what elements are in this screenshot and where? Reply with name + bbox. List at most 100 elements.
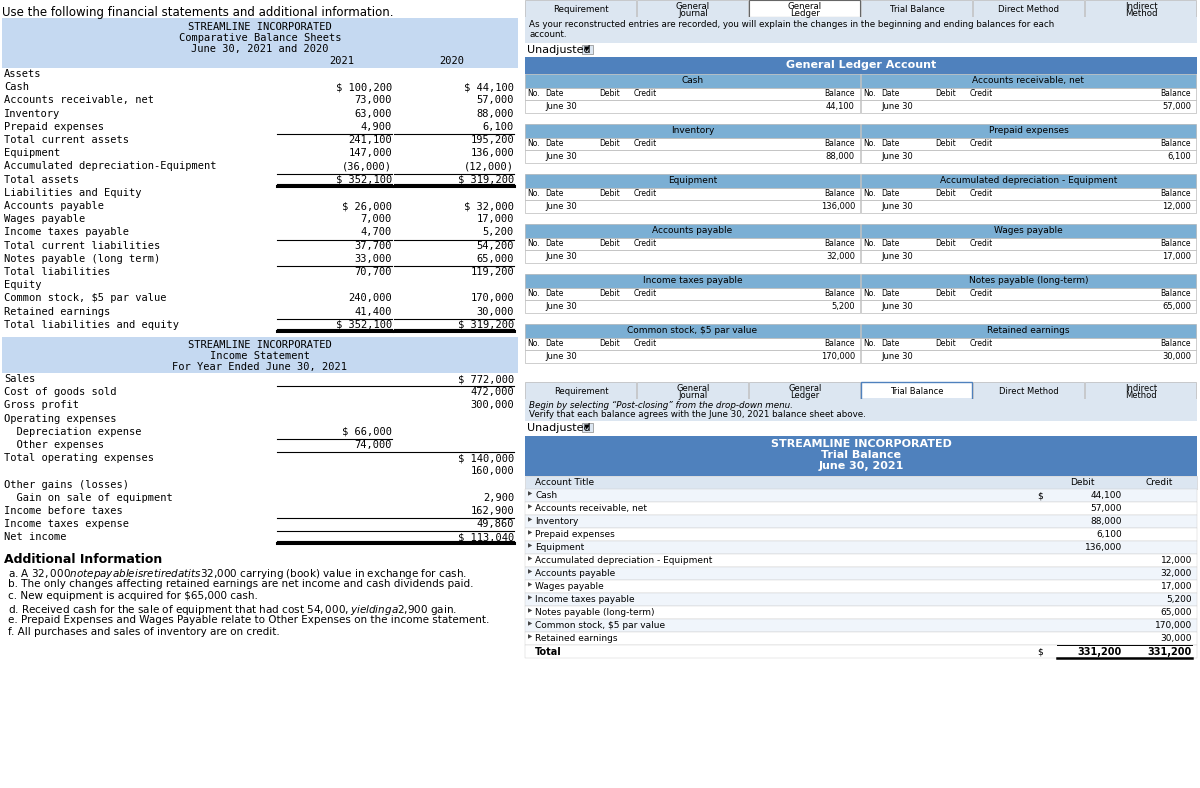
Text: June 30, 2021 and 2020: June 30, 2021 and 2020 xyxy=(191,44,329,54)
Bar xyxy=(526,288,860,300)
Text: $ 140,000: $ 140,000 xyxy=(457,453,514,463)
Text: Debit: Debit xyxy=(936,189,956,198)
Text: Notes payable (long-term): Notes payable (long-term) xyxy=(968,276,1088,285)
Bar xyxy=(862,100,1196,113)
Text: Debit: Debit xyxy=(600,289,620,298)
Text: Notes payable (long term): Notes payable (long term) xyxy=(4,254,161,264)
Text: No.: No. xyxy=(527,189,540,198)
Text: Balance: Balance xyxy=(824,289,854,298)
Text: Balance: Balance xyxy=(824,189,854,198)
Text: 17,000: 17,000 xyxy=(476,214,514,225)
Bar xyxy=(862,238,1196,250)
Text: Accounts receivable, net: Accounts receivable, net xyxy=(972,76,1085,85)
Text: No.: No. xyxy=(863,339,876,348)
Text: June 30: June 30 xyxy=(545,302,577,311)
Text: Other expenses: Other expenses xyxy=(4,440,104,450)
Text: Accounts payable: Accounts payable xyxy=(535,569,616,578)
Text: Journal: Journal xyxy=(678,9,708,18)
Text: 88,000: 88,000 xyxy=(826,152,854,161)
Bar xyxy=(862,300,1196,313)
Text: No.: No. xyxy=(863,239,876,248)
Text: Indirect: Indirect xyxy=(1124,2,1157,11)
Text: Credit: Credit xyxy=(634,189,656,198)
Text: 5,200: 5,200 xyxy=(1166,595,1192,604)
Bar xyxy=(526,567,1198,580)
Text: 2021: 2021 xyxy=(330,56,354,66)
Bar xyxy=(1085,0,1196,17)
Text: Requirement: Requirement xyxy=(553,5,608,14)
Text: ▶: ▶ xyxy=(528,621,533,626)
Text: 41,400: 41,400 xyxy=(354,307,392,317)
Text: b. The only changes affecting retained earnings are net income and cash dividend: b. The only changes affecting retained e… xyxy=(8,578,474,589)
Text: Date: Date xyxy=(545,139,563,148)
Text: Equipment: Equipment xyxy=(668,176,718,185)
Text: Trial Balance: Trial Balance xyxy=(821,450,901,460)
Bar xyxy=(526,515,1198,528)
Text: June 30: June 30 xyxy=(545,152,577,161)
Text: 44,100: 44,100 xyxy=(826,102,854,111)
Text: $: $ xyxy=(1037,647,1043,656)
Text: Other gains (losses): Other gains (losses) xyxy=(4,480,130,489)
Bar xyxy=(862,174,1196,188)
Text: STREAMLINE INCORPORATED: STREAMLINE INCORPORATED xyxy=(188,340,332,350)
Text: Date: Date xyxy=(545,89,563,98)
Text: June 30, 2021: June 30, 2021 xyxy=(818,461,904,471)
Text: $ 100,200: $ 100,200 xyxy=(336,82,392,92)
Text: 2020: 2020 xyxy=(439,56,464,66)
Bar xyxy=(526,338,860,350)
Text: 241,100: 241,100 xyxy=(348,135,392,145)
Bar xyxy=(526,606,1198,619)
Bar xyxy=(862,138,1196,150)
Text: Use the following financial statements and additional information.: Use the following financial statements a… xyxy=(2,6,394,19)
Text: Credit: Credit xyxy=(970,289,992,298)
Bar xyxy=(526,250,860,263)
Text: $ 66,000: $ 66,000 xyxy=(342,427,392,437)
Bar xyxy=(526,124,860,138)
Text: Common stock, $5 par value: Common stock, $5 par value xyxy=(535,621,665,630)
Text: 32,000: 32,000 xyxy=(826,252,854,261)
Text: 119,200: 119,200 xyxy=(470,267,514,277)
Text: 57,000: 57,000 xyxy=(1091,504,1122,513)
Text: Equity: Equity xyxy=(4,281,42,290)
Text: Date: Date xyxy=(881,189,899,198)
Text: 170,000: 170,000 xyxy=(470,293,514,303)
Text: 136,000: 136,000 xyxy=(470,148,514,158)
Text: $ 32,000: $ 32,000 xyxy=(464,201,514,211)
Text: Date: Date xyxy=(881,339,899,348)
Text: June 30: June 30 xyxy=(881,302,913,311)
Bar xyxy=(2,337,518,373)
Text: Unadjusted: Unadjusted xyxy=(527,423,590,433)
Text: Gross profit: Gross profit xyxy=(4,400,79,411)
Bar xyxy=(526,502,1198,515)
Bar xyxy=(526,580,1198,593)
Text: Begin by selecting “Post-closing” from the drop-down menu.: Begin by selecting “Post-closing” from t… xyxy=(529,401,793,410)
Text: Credit: Credit xyxy=(634,239,656,248)
Text: Accumulated depreciation - Equipment: Accumulated depreciation - Equipment xyxy=(535,556,713,565)
Text: 30,000: 30,000 xyxy=(1162,352,1190,361)
Text: No.: No. xyxy=(527,239,540,248)
Bar xyxy=(526,476,1198,489)
Text: Credit: Credit xyxy=(634,139,656,148)
Text: $ 352,100: $ 352,100 xyxy=(336,320,392,330)
Text: Balance: Balance xyxy=(824,239,854,248)
Bar xyxy=(637,382,748,399)
Bar xyxy=(749,0,860,17)
Bar xyxy=(526,100,860,113)
Text: 30,000: 30,000 xyxy=(476,307,514,317)
Text: f. All purchases and sales of inventory are on credit.: f. All purchases and sales of inventory … xyxy=(8,626,280,637)
Text: As your reconstructed entries are recorded, you will explain the changes in the : As your reconstructed entries are record… xyxy=(529,20,1055,29)
Text: 195,200: 195,200 xyxy=(470,135,514,145)
Text: (36,000): (36,000) xyxy=(342,162,392,172)
Bar xyxy=(1085,382,1196,399)
Text: 54,200: 54,200 xyxy=(476,240,514,251)
Text: ▶: ▶ xyxy=(528,543,533,548)
Text: Date: Date xyxy=(881,89,899,98)
Text: 88,000: 88,000 xyxy=(1091,517,1122,526)
Bar xyxy=(862,382,972,399)
Bar xyxy=(862,274,1196,288)
Text: 7,000: 7,000 xyxy=(361,214,392,225)
Text: Balance: Balance xyxy=(1160,89,1190,98)
Bar xyxy=(526,593,1198,606)
Text: Unadjusted: Unadjusted xyxy=(527,45,590,55)
Bar xyxy=(526,274,860,288)
